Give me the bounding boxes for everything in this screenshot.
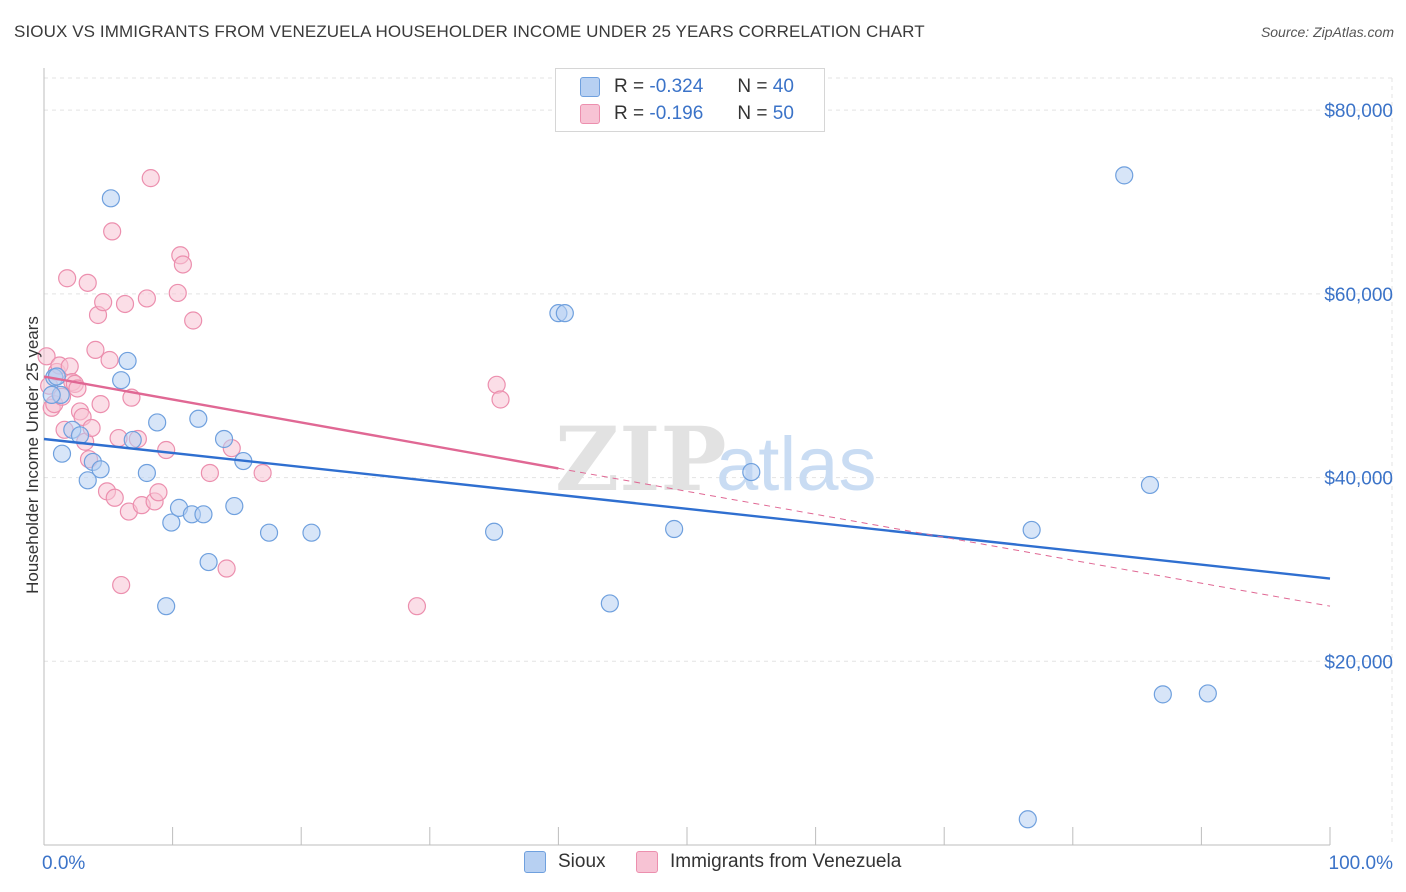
sioux-point <box>162 513 181 532</box>
sioux-point <box>118 351 137 371</box>
venezuela-point <box>168 283 187 303</box>
y-tick-label: $60,000 <box>1324 285 1393 306</box>
venezuela-point <box>103 222 122 241</box>
sioux-point <box>194 505 213 524</box>
axes <box>43 68 1331 846</box>
legend-n-value: 50 <box>772 103 794 124</box>
sioux-point <box>1153 685 1172 704</box>
legend-r-label: R = <box>614 76 645 97</box>
y-tick-label: $20,000 <box>1324 652 1393 673</box>
legend-item-venezuela: Immigrants from Venezuela <box>636 851 901 873</box>
venezuela-trend-extension <box>558 467 1331 607</box>
venezuela-points <box>37 169 510 616</box>
venezuela-point <box>78 273 97 292</box>
sioux-point <box>199 552 218 572</box>
sioux-point <box>47 367 66 386</box>
y-tick-label: $80,000 <box>1324 101 1393 122</box>
sioux-trend-line <box>43 437 1331 580</box>
sioux-point <box>101 189 120 208</box>
sioux-point <box>1140 475 1160 495</box>
sioux-swatch <box>580 77 600 97</box>
sioux-point <box>1198 684 1217 703</box>
venezuela-point <box>149 483 168 502</box>
chart-title: SIOUX VS IMMIGRANTS FROM VENEZUELA HOUSE… <box>14 22 925 41</box>
legend-label-venezuela: Immigrants from Venezuela <box>670 851 902 872</box>
venezuela-point <box>100 350 119 370</box>
sioux-point <box>123 430 142 450</box>
watermark: ZIP atlas <box>555 407 877 511</box>
venezuela-point <box>137 289 156 308</box>
venezuela-point <box>491 390 510 409</box>
watermark-atlas: atlas <box>716 422 877 507</box>
venezuela-point <box>94 293 113 312</box>
sioux-point <box>665 519 684 539</box>
sioux-point <box>157 597 176 616</box>
venezuela-point <box>58 269 77 288</box>
source-label: Source: ZipAtlas.com <box>1260 24 1394 40</box>
sioux-point <box>1022 520 1041 540</box>
sioux-point <box>148 413 167 432</box>
legend-r-value: -0.324 <box>649 76 704 97</box>
sioux-legend-swatch <box>524 851 546 873</box>
legend-item-sioux: Sioux <box>524 851 606 873</box>
venezuela-point <box>37 347 56 366</box>
sioux-point <box>214 429 234 449</box>
sioux-point <box>742 462 761 482</box>
venezuela-point <box>200 463 219 483</box>
watermark-zip: ZIP <box>555 407 727 511</box>
sioux-point <box>189 409 208 428</box>
venezuela-point <box>115 294 135 314</box>
legend-r-label: R = <box>614 103 645 124</box>
sioux-point <box>225 496 244 516</box>
trend-lines <box>43 375 1331 607</box>
sioux-point <box>91 460 110 479</box>
sioux-point <box>259 523 279 542</box>
sioux-point <box>112 371 131 390</box>
legend-n-label: N = <box>737 103 768 124</box>
venezuela-point <box>253 463 272 483</box>
legend-n-value: 40 <box>772 76 794 97</box>
venezuela-legend-swatch <box>636 851 658 873</box>
correlation-legend: R = -0.324 N = 40 R = -0.196 N = 50 <box>555 68 825 132</box>
venezuela-point <box>112 575 131 595</box>
venezuela-point <box>184 311 203 330</box>
sioux-point <box>1018 810 1037 829</box>
venezuela-point <box>217 559 236 578</box>
legend-row-venezuela: R = -0.196 N = 50 <box>580 102 794 126</box>
sioux-points <box>42 166 1217 829</box>
sioux-point <box>302 523 321 542</box>
legend-n-label: N = <box>737 76 768 97</box>
sioux-point <box>555 304 574 323</box>
venezuela-point <box>141 169 160 188</box>
legend-label-sioux: Sioux <box>558 851 606 872</box>
sioux-point <box>1115 166 1134 185</box>
legend-r-value: -0.196 <box>649 103 704 124</box>
venezuela-point <box>86 340 105 359</box>
tick-labels: $20,000 $40,000 $60,000 $80,000 0.0% 100.0% <box>42 101 1393 874</box>
venezuela-trend-line <box>43 375 559 470</box>
sioux-point <box>485 522 504 541</box>
sioux-point <box>78 471 97 490</box>
venezuela-point <box>105 488 124 507</box>
sioux-point <box>137 463 156 483</box>
venezuela-point <box>91 394 110 414</box>
sioux-point <box>42 385 61 405</box>
venezuela-point <box>173 255 192 274</box>
y-axis-label: Householder Income Under 25 years <box>23 316 42 594</box>
y-tick-label: $40,000 <box>1324 469 1393 490</box>
venezuela-point <box>407 597 427 616</box>
sioux-point <box>52 444 72 463</box>
venezuela-point <box>157 440 176 460</box>
venezuela-swatch <box>580 104 600 124</box>
legend-row-sioux: R = -0.324 N = 40 <box>580 75 794 99</box>
sioux-point <box>600 594 619 613</box>
x-tick-label: 0.0% <box>42 853 85 874</box>
x-tick-label: 100.0% <box>1329 853 1394 874</box>
